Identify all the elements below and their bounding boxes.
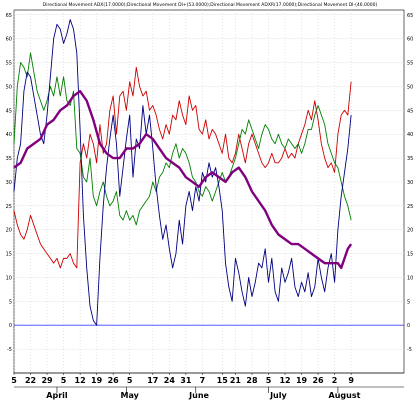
- y-tick-label-right: 65: [407, 13, 413, 19]
- y-tick-label-left: 30: [6, 180, 12, 186]
- x-day-label: 2: [332, 376, 338, 385]
- x-day-label: 31: [180, 376, 192, 385]
- x-day-label: 17: [147, 376, 158, 385]
- y-tick-label-left: 40: [6, 132, 12, 138]
- x-day-label: 5: [61, 376, 67, 385]
- y-tick-label-left: 0: [9, 323, 12, 329]
- y-tick-label-left: 25: [6, 204, 12, 210]
- y-tick-label-left: 15: [6, 252, 12, 258]
- x-day-label: 26: [108, 376, 120, 385]
- x-day-label: 9: [348, 376, 354, 385]
- x-day-label: 22: [25, 376, 36, 385]
- y-tick-label-right: 0: [407, 323, 410, 329]
- y-tick-label-right: 15: [407, 252, 413, 258]
- x-day-label: 5: [266, 376, 272, 385]
- series-purple-line: [13, 89, 353, 270]
- x-day-label: 21: [230, 376, 242, 385]
- y-tick-label-right: 60: [407, 37, 413, 43]
- y-tick-label-left: 60: [6, 37, 12, 43]
- x-month-label: April: [46, 391, 68, 400]
- chart-title: Directional Movement ADX(17.0000);Direct…: [43, 2, 378, 8]
- y-tick-label-left: 35: [6, 156, 12, 162]
- y-tick-label-right: 25: [407, 204, 413, 210]
- x-day-label: 28: [246, 376, 258, 385]
- x-day-label: 29: [41, 376, 53, 385]
- y-tick-label-left: 10: [6, 275, 12, 281]
- y-tick-label-right: 30: [407, 180, 413, 186]
- series-green-line: [13, 52, 352, 226]
- y-tick-label-left: 45: [6, 108, 12, 114]
- x-day-label: 19: [91, 376, 103, 385]
- y-tick-label-left: 20: [6, 228, 12, 234]
- y-tick-label-right: 10: [407, 275, 413, 281]
- y-tick-label-right: 20: [407, 228, 413, 234]
- y-tick-label-left: 55: [6, 61, 12, 67]
- series-red-line: [13, 66, 352, 269]
- y-tick-label-left: -5: [7, 347, 12, 353]
- x-month-label: June: [188, 391, 209, 400]
- y-tick-label-right: 35: [407, 156, 413, 162]
- x-month-label: August: [329, 391, 361, 400]
- x-day-label: 12: [75, 376, 86, 385]
- x-day-label: 24: [164, 376, 176, 385]
- x-day-label: 7: [200, 376, 206, 385]
- x-day-label: 26: [312, 376, 324, 385]
- x-month-label: July: [269, 391, 287, 400]
- x-day-label: 5: [11, 376, 17, 385]
- x-day-label: 12: [279, 376, 290, 385]
- x-day-label: 5: [127, 376, 133, 385]
- y-tick-label-right: 5: [407, 299, 410, 305]
- x-month-label: May: [121, 391, 140, 400]
- y-tick-label-right: 55: [407, 61, 413, 67]
- x-day-label: 15: [217, 376, 229, 385]
- x-day-label: 19: [296, 376, 308, 385]
- y-tick-label-right: 40: [407, 132, 413, 138]
- y-tick-label-right: -5: [407, 347, 412, 353]
- y-tick-label-left: 65: [6, 13, 12, 19]
- y-tick-label-left: 50: [6, 84, 12, 90]
- y-tick-label-left: 5: [9, 299, 12, 305]
- y-tick-label-right: 50: [407, 84, 413, 90]
- y-tick-label-right: 45: [407, 108, 413, 114]
- series-navy-line: [13, 19, 352, 326]
